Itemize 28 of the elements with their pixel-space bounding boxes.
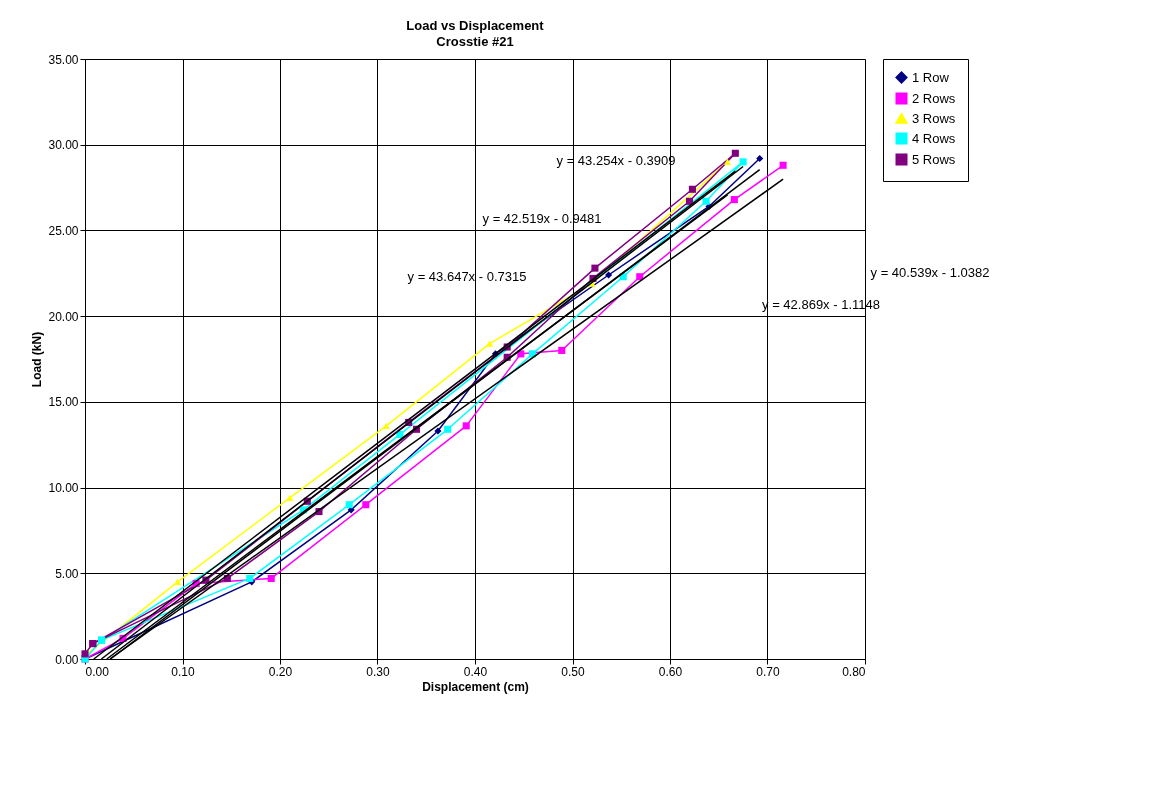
chart-subtitle: Crosstie #21 [436, 34, 514, 49]
x-tick-label: 0.40 [463, 664, 488, 679]
y-tick-label: 25.00 [48, 223, 79, 238]
x-tick-label: 0.70 [756, 664, 780, 679]
legend-label: 4 Rows [912, 130, 956, 146]
chart-title: Load vs Displacement [406, 18, 545, 33]
y-tick-label: 15.00 [48, 395, 79, 410]
x-tick-label: 0.80 [842, 664, 866, 679]
x-tick-label: 0.30 [366, 664, 390, 679]
y-tick-label: 5.00 [55, 566, 79, 581]
annotation: y = 43.647x - 0.7315 [407, 269, 527, 284]
text: y = 40.539x - 1.0382 [870, 265, 990, 280]
y-tick-label: 20.00 [48, 309, 79, 324]
y-axis-title: Load (kN) [30, 331, 45, 388]
legend-label: 1 Row [912, 69, 950, 85]
x-tick-label: 0.00 [85, 664, 110, 679]
legend-label: 5 Rows [912, 151, 956, 167]
y-tick-label: 35.00 [48, 52, 79, 67]
y-tick-label: 0.00 [55, 652, 79, 667]
x-tick-label: 0.50 [561, 664, 585, 679]
x-tick-label: 0.20 [268, 664, 293, 679]
x-tick-label: 0.60 [658, 664, 683, 679]
legend-label: 2 Rows [912, 90, 956, 106]
x-tick-label: 0.10 [171, 664, 195, 679]
legend-label: 3 Rows [912, 110, 956, 126]
y-tick-label: 30.00 [48, 138, 79, 153]
x-axis-title: Displacement (cm) [422, 679, 529, 694]
y-tick-label: 10.00 [48, 481, 79, 496]
